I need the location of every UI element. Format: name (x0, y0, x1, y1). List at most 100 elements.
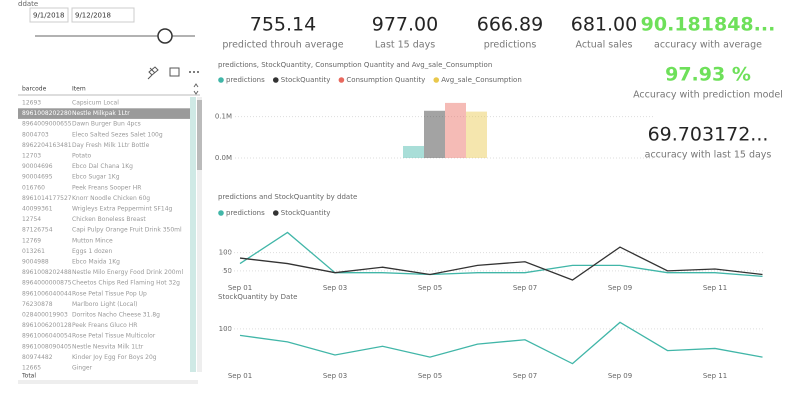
cell[interactable]: 016760 (22, 184, 45, 191)
sort-icon[interactable] (193, 83, 199, 95)
more-icon[interactable] (189, 71, 199, 73)
cell[interactable]: Eggs 1 dozen (72, 248, 112, 255)
kpi-label: Accuracy with prediction model (633, 90, 783, 101)
end-date[interactable]: 9/12/2018 (75, 12, 111, 20)
cell[interactable]: 90004696 (22, 163, 53, 170)
kpi-value: 69.703172... (648, 124, 769, 146)
cell[interactable]: Marlboro Light (Local) (72, 301, 138, 308)
cell[interactable]: Peek Freans Sooper HR (72, 184, 141, 191)
bar (466, 111, 487, 158)
cell[interactable]: 028400019903 (22, 312, 68, 319)
pin-icon[interactable] (147, 66, 159, 80)
end-date-box[interactable] (71, 7, 135, 23)
h-scrollbar[interactable] (18, 380, 198, 384)
legend-swatch (433, 77, 440, 83)
cell[interactable]: 013261 (22, 248, 45, 255)
kpi-value: 681.00 (571, 14, 637, 36)
cell[interactable]: 12665 (22, 365, 41, 372)
scrollbar-track (197, 97, 202, 372)
series-line (239, 246, 763, 281)
cell[interactable]: Chicken Boneless Breast (72, 216, 146, 223)
cell[interactable]: 12693 (22, 100, 41, 107)
cell[interactable]: Nestle Milkpak 1Ltr (72, 110, 130, 117)
x-tick-label: Sep 05 (418, 372, 442, 380)
kpi-value: 666.89 (477, 14, 543, 36)
bar (424, 110, 445, 158)
kpi-label: predicted throuh average (222, 40, 343, 51)
bar (445, 102, 466, 158)
cell[interactable]: 8964000000875 (22, 280, 72, 287)
cell[interactable]: Knorr Noodle Chicken 60g (72, 195, 150, 202)
x-tick-label: Sep 03 (323, 372, 347, 380)
kpi-label: accuracy with average (654, 40, 762, 51)
cell[interactable]: Wrigleys Extra Peppermint SF14g (72, 206, 173, 213)
slider-knob[interactable] (157, 28, 173, 44)
cell[interactable]: Ginger (72, 365, 93, 372)
kpi-label: Actual sales (576, 40, 633, 51)
cell[interactable]: Rose Petal Tissue Pop Up (72, 290, 147, 297)
cell[interactable]: Capi Pulpy Orange Fruit Drink 350ml (72, 227, 182, 234)
cell[interactable]: Kinder Joy Egg For Boys 20g (72, 354, 157, 361)
kpi-value: 90.181848... (641, 14, 776, 36)
x-tick-label: Sep 05 (418, 284, 442, 292)
legend-swatch (272, 77, 279, 83)
cell[interactable]: 8961006040054 (22, 333, 72, 340)
cell[interactable]: 40099361 (22, 206, 53, 213)
kpi-label: Last 15 days (375, 40, 435, 51)
cell[interactable]: 9004988 (22, 259, 49, 266)
cell[interactable]: Rose Petal Tissue Multicolor (72, 333, 156, 340)
cell[interactable]: Mutton Mince (72, 237, 113, 244)
x-tick-label: Sep 07 (513, 372, 537, 380)
cell[interactable]: 8004703 (22, 131, 49, 138)
chart-title: StockQuantity by Date (218, 293, 297, 301)
table-total: Total (21, 373, 36, 380)
legend-label: StockQuantity (281, 209, 331, 217)
legend-label: predictions (226, 76, 265, 84)
legend-swatch (338, 77, 345, 83)
cell[interactable]: Nestle Nesvita Milk 1Ltr (72, 343, 144, 350)
cell[interactable]: 8961008202488 (22, 269, 72, 276)
kpi-label: accuracy with last 15 days (645, 150, 772, 161)
cell[interactable]: Dawn Burger Bun 4pcs (72, 121, 141, 128)
cell[interactable]: 87126754 (22, 227, 53, 234)
cell[interactable]: Ebco Sugar 1Kg (72, 174, 120, 181)
cell[interactable]: 90004695 (22, 174, 53, 181)
cell[interactable]: 8961014177527 (22, 195, 72, 202)
cell[interactable]: Capsicum Local (72, 100, 119, 107)
cell[interactable]: 8961008090405 (22, 343, 72, 350)
start-date-box[interactable] (29, 7, 69, 23)
cell[interactable]: 8964009000655 (22, 121, 72, 128)
start-date[interactable]: 9/1/2018 (33, 12, 64, 20)
cell[interactable]: 76230878 (22, 301, 53, 308)
x-tick-label: Sep 09 (608, 284, 632, 292)
cell[interactable]: Nestle Milo Energy Food Drink 200ml (72, 269, 183, 276)
cell[interactable]: Ebco Dal Chana 1Kg (72, 163, 133, 170)
legend-swatch (218, 77, 224, 83)
cell[interactable]: Peek Freans Gluco HR (72, 322, 137, 329)
legend-swatch (218, 210, 224, 216)
cell[interactable]: Day Fresh Milk 1Ltr Bottle (72, 142, 150, 149)
x-tick-label: Sep 03 (323, 284, 347, 292)
cell[interactable]: 8961008202280 (22, 110, 72, 117)
focus-icon[interactable] (169, 67, 180, 77)
cell[interactable]: 12754 (22, 216, 41, 223)
cell[interactable]: 8961006040044 (22, 290, 72, 297)
cell[interactable]: Eleco Salted Sezes Salet 100g (72, 131, 163, 138)
kpi-label: predictions (484, 40, 537, 51)
selected-row (18, 108, 190, 119)
cell[interactable]: Potato (72, 153, 91, 160)
legend-swatch (272, 210, 279, 216)
cell[interactable]: 8961006200128 (22, 322, 72, 329)
legend-label: Avg_sale_Consumption (441, 76, 522, 84)
kpi-value: 755.14 (250, 14, 316, 36)
cell[interactable]: 80974482 (22, 354, 53, 361)
cell[interactable]: 8962204163481 (22, 142, 72, 149)
cell[interactable]: 12769 (22, 237, 41, 244)
cell[interactable]: Cheetos Chips Red Flaming Hot 32g (72, 280, 180, 287)
cell[interactable]: 12703 (22, 153, 41, 160)
cell[interactable]: Dorritos Nacho Cheese 31.8g (72, 312, 160, 319)
scrollbar-thumb[interactable] (197, 100, 202, 170)
series-line (239, 321, 763, 365)
cell[interactable]: Ebco Maida 1Kg (72, 259, 120, 266)
bar (403, 145, 424, 158)
